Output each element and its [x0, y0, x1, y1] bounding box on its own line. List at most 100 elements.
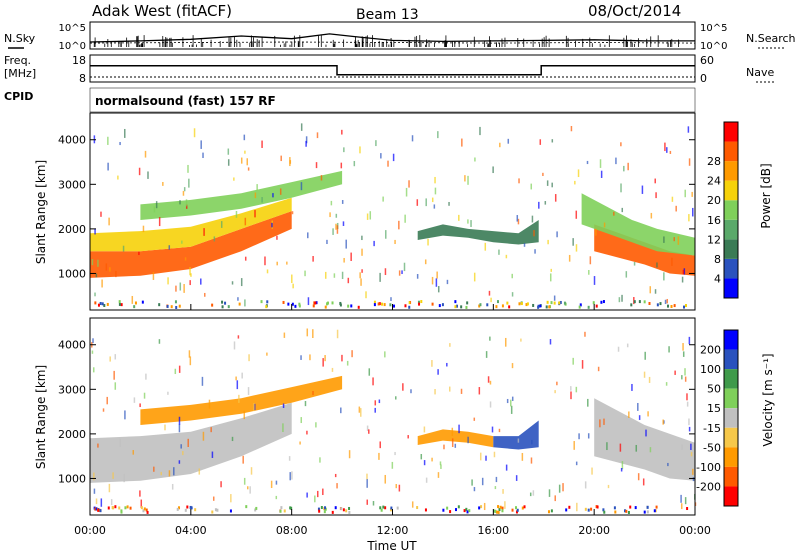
ground-scatter-mark [141, 300, 144, 304]
scatter-speckle [666, 298, 668, 304]
scatter-speckle [402, 383, 404, 391]
power-colorbar-tick: 28 [707, 155, 721, 168]
scatter-speckle [107, 136, 109, 145]
ground-scatter-mark [94, 301, 97, 305]
scatter-region-0 [90, 402, 292, 483]
ground-scatter-mark [508, 305, 511, 309]
ground-scatter-mark [347, 304, 350, 308]
scatter-speckle [180, 444, 182, 449]
scatter-speckle [347, 277, 350, 284]
ground-scatter-mark [454, 300, 457, 304]
velocity-colorbar-tick: -50 [703, 441, 721, 454]
scatter-speckle [312, 256, 314, 262]
scatter-speckle [667, 462, 669, 467]
nave-label: Nave [746, 66, 774, 79]
scatter-speckle [162, 181, 164, 186]
scatter-region-3 [417, 220, 539, 245]
ground-scatter-mark [418, 302, 421, 306]
ground-scatter-mark [315, 301, 318, 305]
scatter-speckle [122, 245, 125, 252]
scatter-speckle [491, 426, 494, 433]
scatter-speckle [692, 468, 694, 475]
scatter-speckle [379, 441, 381, 449]
scatter-speckle [420, 454, 423, 460]
scatter-speckle [164, 424, 166, 431]
ground-scatter-mark [673, 304, 676, 308]
scatter-speckle [403, 262, 406, 272]
ground-scatter-mark [175, 305, 178, 309]
ground-scatter-mark [266, 300, 269, 304]
ground-scatter-mark [408, 305, 411, 309]
scatter-speckle [434, 389, 436, 395]
scatter-speckle [168, 245, 171, 250]
scatter-speckle [97, 443, 99, 448]
scatter-speckle [380, 153, 382, 159]
ground-scatter-mark [120, 509, 123, 513]
scatter-speckle [319, 457, 321, 463]
scatter-speckle [350, 252, 352, 261]
ground-scatter-mark [408, 301, 411, 305]
scatter-speckle [505, 464, 508, 471]
scatter-speckle [138, 167, 141, 176]
ground-scatter-mark [460, 305, 463, 309]
ground-scatter-mark [373, 300, 376, 304]
scatter-speckle [160, 471, 162, 476]
scatter-speckle [167, 391, 169, 395]
scatter-speckle [575, 210, 578, 219]
scatter-speckle [479, 452, 482, 461]
scatter-speckle [185, 199, 188, 207]
scatter-speckle [189, 280, 191, 286]
scatter-speckle [304, 401, 307, 407]
velocity-colorbar-tick: -100 [696, 461, 721, 474]
ground-scatter-mark [442, 508, 445, 512]
ground-scatter-mark [381, 302, 384, 306]
scatter-speckle [427, 238, 429, 246]
scatter-speckle [492, 166, 494, 174]
power-colorbar-label: Power [dB] [759, 163, 773, 228]
time-axis-label: Time UT [366, 539, 417, 553]
scatter-speckle [264, 256, 266, 266]
ground-scatter-mark [523, 505, 526, 509]
ground-scatter-mark [479, 303, 482, 307]
ground-scatter-mark [339, 303, 342, 307]
scatter-speckle [437, 286, 440, 293]
scatter-speckle [498, 249, 500, 255]
scatter-speckle [488, 290, 491, 296]
ground-scatter-mark [224, 301, 227, 305]
power-ytick-label: 4000 [58, 134, 86, 147]
ground-scatter-mark [314, 301, 317, 305]
ground-scatter-mark [312, 304, 315, 308]
scatter-speckle [511, 292, 514, 297]
ground-scatter-mark [595, 304, 598, 308]
scatter-speckle [405, 187, 408, 197]
velocity-colorbar-swatch [724, 330, 738, 350]
scatter-speckle [256, 184, 258, 191]
beam-label: Beam 13 [356, 7, 419, 23]
scatter-speckle [360, 408, 362, 417]
ground-scatter-mark [518, 302, 521, 306]
scatter-speckle [292, 283, 294, 289]
scatter-speckle [184, 257, 187, 261]
scatter-speckle [671, 196, 674, 202]
scatter-speckle [385, 230, 387, 239]
scatter-speckle [448, 201, 450, 206]
scatter-speckle [244, 299, 246, 307]
scatter-speckle [529, 492, 532, 497]
power-colorbar-tick: 20 [707, 194, 721, 207]
scatter-speckle [288, 456, 291, 461]
scatter-speckle [178, 460, 181, 464]
scatter-speckle [467, 219, 469, 224]
power-colorbar-tick: 16 [707, 214, 721, 227]
ground-scatter-mark [625, 509, 628, 513]
scatter-speckle [249, 486, 251, 494]
scatter-speckle [681, 375, 683, 380]
scatter-speckle [620, 468, 623, 472]
time-tick-label: 16:00 [477, 524, 509, 537]
power-colorbar-swatch [724, 122, 738, 142]
scatter-speckle [511, 396, 514, 401]
ground-scatter-mark [101, 302, 104, 306]
scatter-speckle [464, 175, 466, 182]
scatter-speckle [369, 211, 372, 220]
ground-scatter-mark [685, 304, 688, 308]
ground-scatter-mark [494, 509, 497, 513]
